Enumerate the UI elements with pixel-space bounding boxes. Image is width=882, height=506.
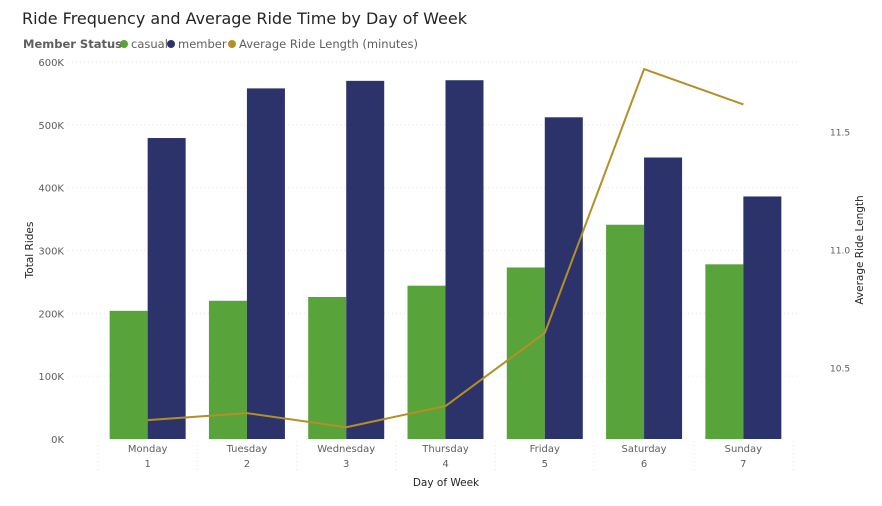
line-average-ride-length: [147, 68, 744, 429]
legend-marker-average: [228, 40, 236, 48]
x-tick-label-monday: Monday: [128, 444, 168, 455]
bar-casual-monday: [109, 310, 148, 439]
x-tick-label-saturday: Saturday: [622, 444, 667, 455]
x-tick-number: 1: [144, 459, 150, 470]
y-tick-label: 200K: [38, 309, 64, 320]
chart-title: Ride Frequency and Average Ride Time by …: [22, 9, 468, 28]
y-tick-label: 400K: [38, 184, 64, 195]
average-line: [147, 68, 744, 429]
x-axis: Monday 1 Tuesday 2 Wednesday 3 Thursday 4 Friday…: [97, 441, 794, 472]
y-tick-label: 500K: [38, 121, 64, 132]
bar-member-friday: [544, 117, 583, 439]
bar-member-saturday: [644, 157, 683, 440]
x-tick-number: 4: [442, 459, 448, 470]
bar-casual-saturday: [606, 224, 645, 439]
y-axis-left: 0K 100K 200K 300K 400K 500K 600K: [38, 58, 64, 446]
y-axis-right: 10.5 11.0 11.5: [830, 129, 850, 375]
x-tick-number: 3: [343, 459, 349, 470]
bar-casual-wednesday: [308, 296, 347, 439]
bar-casual-tuesday: [208, 300, 247, 439]
bar-member-thursday: [445, 80, 484, 439]
y-tick-label: 600K: [38, 58, 64, 69]
legend-marker-casual: [120, 40, 128, 48]
y-tick-label: 100K: [38, 372, 64, 383]
x-tick-number: 6: [641, 459, 647, 470]
x-tick-number: 2: [244, 459, 250, 470]
legend-label-member: member: [178, 37, 227, 51]
x-tick-label-wednesday: Wednesday: [317, 444, 375, 455]
legend-heading: Member Status: [23, 37, 122, 51]
bar-member-wednesday: [346, 80, 385, 439]
y-tick-label: 0K: [51, 435, 64, 446]
bar-member-monday: [147, 138, 186, 440]
legend-marker-member: [167, 40, 175, 48]
x-tick-label-friday: Friday: [530, 444, 560, 455]
legend-label-average: Average Ride Length (minutes): [239, 37, 418, 51]
legend-label-casual: casual: [131, 37, 168, 51]
x-tick-number: 5: [542, 459, 548, 470]
bar-member-sunday: [743, 196, 782, 439]
x-axis-title: Day of Week: [413, 477, 480, 489]
x-tick-label-thursday: Thursday: [421, 444, 469, 455]
bar-casual-thursday: [407, 285, 446, 439]
y-right-tick-label: 10.5: [830, 364, 850, 374]
y-right-tick-label: 11.0: [830, 247, 850, 257]
x-tick-label-sunday: Sunday: [725, 444, 762, 455]
bar-member-tuesday: [246, 88, 285, 439]
x-tick-number: 7: [740, 459, 746, 470]
bar-casual-friday: [506, 267, 545, 439]
y-tick-label: 300K: [38, 247, 64, 258]
y-right-tick-label: 11.5: [830, 129, 850, 139]
y-axis-right-title: Average Ride Length: [854, 195, 866, 304]
y-axis-title: Total Rides: [24, 222, 36, 280]
legend: Member Status casual member Average Ride L…: [23, 37, 418, 51]
bars: [109, 80, 782, 440]
x-tick-label-tuesday: Tuesday: [226, 444, 268, 455]
bar-casual-sunday: [705, 264, 744, 439]
